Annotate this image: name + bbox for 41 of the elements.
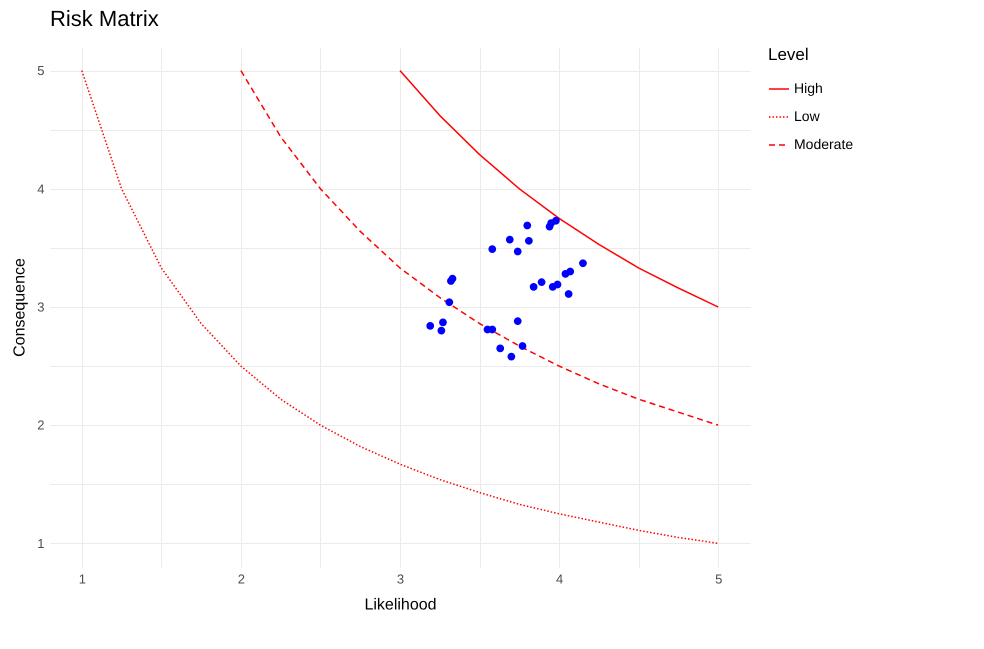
- point: [506, 236, 514, 244]
- point: [488, 245, 496, 253]
- y-tick-label: 5: [37, 63, 44, 78]
- point: [496, 344, 504, 352]
- y-axis-title: Consequence: [11, 258, 28, 357]
- line-series: [240, 70, 719, 426]
- x-tick-label: 4: [556, 572, 564, 586]
- point: [518, 342, 526, 350]
- point: [579, 259, 587, 268]
- x-tick-label: 2: [238, 572, 246, 586]
- line-series: [399, 70, 719, 308]
- point: [514, 317, 522, 326]
- point: [447, 277, 455, 285]
- point: [562, 270, 570, 278]
- chart-title: Risk Matrix: [50, 6, 159, 31]
- point: [530, 283, 538, 291]
- y-tick-label: 3: [37, 300, 44, 314]
- y-tick-label: 2: [37, 418, 44, 433]
- point: [564, 290, 573, 298]
- legend-label: High: [794, 80, 823, 96]
- legend-label: Moderate: [794, 136, 854, 152]
- point: [523, 222, 532, 230]
- point: [437, 326, 446, 334]
- point: [514, 248, 522, 256]
- x-tick-label: 3: [396, 572, 404, 586]
- x-tick-label: 5: [715, 572, 722, 586]
- point: [507, 352, 516, 360]
- point: [445, 298, 454, 306]
- point: [426, 322, 434, 330]
- y-tick-label: 1: [37, 536, 44, 551]
- point: [552, 216, 560, 225]
- y-tick-label: 4: [37, 181, 44, 196]
- x-tick-label: 1: [78, 572, 86, 586]
- legend-label: Low: [794, 108, 821, 124]
- point: [548, 283, 557, 291]
- legend-title: Level: [768, 45, 809, 64]
- line-series: [81, 70, 719, 544]
- x-axis-title: Likelihood: [364, 596, 437, 614]
- point: [524, 236, 533, 245]
- point: [439, 318, 447, 326]
- point: [538, 278, 546, 286]
